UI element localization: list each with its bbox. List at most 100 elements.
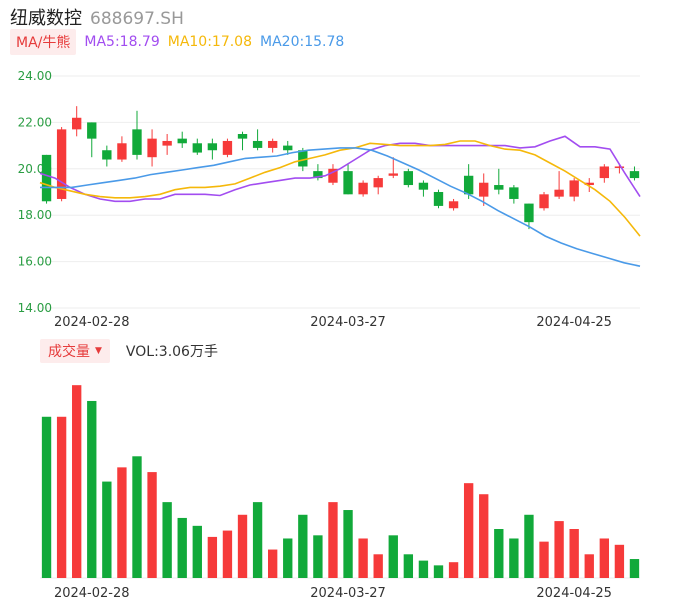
volume-bar [584,554,594,578]
volume-date-tick-label: 2024-03-27 [310,586,386,601]
candle [41,154,52,204]
candle [132,110,142,160]
candle-body [207,143,218,151]
candle-body [102,150,112,160]
volume-bar [373,554,383,578]
volume-bar [403,554,414,578]
candle-body [539,194,549,209]
volume-bar [207,536,218,578]
volume-date-tick-label: 2024-04-25 [536,586,612,601]
candle-body [283,145,293,151]
stock-name: 纽威数控 [10,8,82,29]
candle-body [267,140,278,148]
price-tick-label: 16.00 [18,255,52,269]
volume-bar [629,559,640,578]
candle [358,180,368,197]
candle [509,185,519,204]
date-tick-label: 2024-03-27 [310,315,386,330]
volume-bar [162,502,172,578]
candle-body [147,138,157,158]
ma20-label: MA20:15.78 [260,34,345,50]
candle-body [629,171,640,179]
candle-body [222,140,233,155]
candle [539,192,549,211]
candle [72,106,82,137]
candle [584,178,594,192]
volume-bar [192,525,202,578]
candle-body [373,178,383,188]
stock-code: 688697.SH [90,9,184,29]
candle-body [298,150,308,167]
volume-bar [328,502,338,578]
candle [237,131,248,151]
candle-body [599,166,609,179]
candle-body [313,171,323,179]
candle [433,189,444,209]
candle [252,129,263,151]
candle [207,138,218,160]
candle [494,168,504,195]
volume-bar [524,514,534,578]
volume-bar [313,535,323,578]
candle [418,180,429,197]
candle [629,166,640,181]
volume-bar [388,535,398,578]
volume-bar [433,565,444,578]
volume-bar [463,483,474,578]
volume-bar [267,549,278,578]
candle-body [162,140,172,146]
volume-date-tick-label: 2024-02-28 [54,586,130,601]
ma-indicator-tag[interactable]: MA/牛熊 [10,29,77,55]
candle-body [72,117,82,130]
candle [569,178,579,202]
candle-body [177,138,187,144]
candle [283,140,293,155]
volume-bar [237,514,248,578]
volume-bar [87,400,97,578]
candle [343,164,353,195]
volume-value: VOL:3.06万手 [125,344,218,360]
candle [463,164,474,199]
volume-bar [599,538,609,578]
candle-body [132,129,142,155]
candle-body [584,182,594,186]
price-tick-label: 22.00 [18,115,52,129]
ma-legend: MA/牛熊 MA5:18.79 MA10:17.08 MA20:15.78 [10,29,345,55]
candle-body [403,171,414,186]
candle-body [614,166,625,168]
candle-body [237,134,248,139]
candle-body [56,129,67,199]
volume-bar [41,416,52,578]
ma20-line [40,147,641,267]
ma10-label: MA10:17.08 [167,34,253,50]
volume-bar [72,385,82,578]
ma10-line [39,140,641,237]
volume-bar [569,529,579,578]
candle [117,136,127,162]
ma5-line [39,135,641,203]
volume-bar [147,472,157,578]
candle-body [252,140,263,148]
candle [162,134,172,155]
candle [267,138,278,153]
volume-bar [448,562,459,578]
price-tick-label: 14.00 [18,301,52,315]
volume-bar [494,529,504,578]
candle-body [117,143,127,160]
candle [403,168,414,188]
candle [192,138,202,155]
volume-indicator-tag[interactable]: 成交量 ▼ [40,339,110,363]
volume-bar [56,416,67,578]
candle [524,203,534,230]
date-tick-label: 2024-04-25 [536,315,612,330]
volume-bar [222,530,233,578]
candle-body [41,154,52,202]
volume-bar [117,467,127,578]
candle [87,122,97,158]
candle-body [418,182,429,190]
volume-bar [554,521,564,578]
candle [102,145,112,167]
candle [388,157,398,179]
